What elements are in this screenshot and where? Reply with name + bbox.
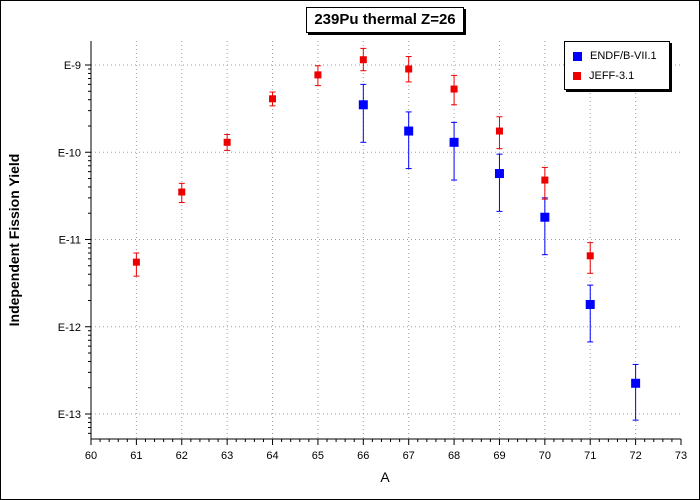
legend-swatch-jeff: [573, 72, 581, 81]
data-point: [359, 56, 367, 64]
data-point: [585, 299, 595, 309]
axes: 60 61 62 63 64 65 66 67 68 69 70 71 72 73 E-9 E-10 E-11 E…: [58, 41, 687, 462]
x-tick-label: 60: [85, 450, 97, 462]
x-axis-label: A: [380, 469, 390, 485]
legend-swatch-endf: [573, 51, 582, 61]
legend-label-jeff: JEFF-3.1: [589, 70, 635, 82]
data-point: [405, 65, 413, 73]
data-point: [358, 100, 368, 110]
data-point: [541, 176, 549, 184]
y-tick-label: E-11: [59, 235, 81, 247]
x-tick-label: 69: [493, 450, 505, 462]
legend-label-endf: ENDF/B-VII.1: [590, 50, 657, 62]
x-tick-label: 62: [176, 450, 188, 462]
data-point: [449, 137, 459, 147]
data-point: [586, 252, 594, 260]
x-tick-label: 61: [130, 450, 142, 462]
data-point: [450, 85, 458, 93]
x-tick-label: 66: [357, 450, 369, 462]
data-point: [631, 378, 641, 388]
x-tick-label: 65: [312, 450, 324, 462]
y-tick-label: E-9: [64, 60, 81, 72]
x-tick-label: 67: [403, 450, 415, 462]
data-point: [540, 212, 550, 222]
x-tick-label: 71: [584, 450, 596, 462]
x-tick-label: 63: [221, 450, 233, 462]
legend: ENDF/B-VII.1 JEFF-3.1: [564, 41, 670, 90]
legend-entry-endf: ENDF/B-VII.1: [573, 49, 657, 63]
x-tick-label: 64: [266, 450, 278, 462]
x-tick-label: 70: [539, 450, 551, 462]
data-point: [314, 71, 322, 79]
x-tick-label: 68: [448, 450, 460, 462]
data-point: [494, 169, 504, 179]
y-tick-label: E-12: [58, 322, 81, 334]
data-point: [269, 95, 277, 103]
data-point: [404, 126, 414, 136]
y-axis-label: Independent Fission Yield: [6, 154, 22, 327]
grid: [91, 41, 681, 439]
chart-title: 239Pu thermal Z=26: [306, 7, 464, 33]
data-marks: [132, 47, 641, 421]
x-tick-label: 72: [629, 450, 641, 462]
y-tick-label: E-13: [58, 409, 81, 421]
legend-entry-jeff: JEFF-3.1: [573, 69, 634, 83]
x-tick-label: 73: [675, 450, 687, 462]
data-point: [132, 258, 140, 266]
data-point: [495, 127, 503, 135]
y-tick-label: E-10: [58, 147, 81, 159]
data-point: [178, 188, 186, 196]
data-point: [223, 138, 231, 146]
